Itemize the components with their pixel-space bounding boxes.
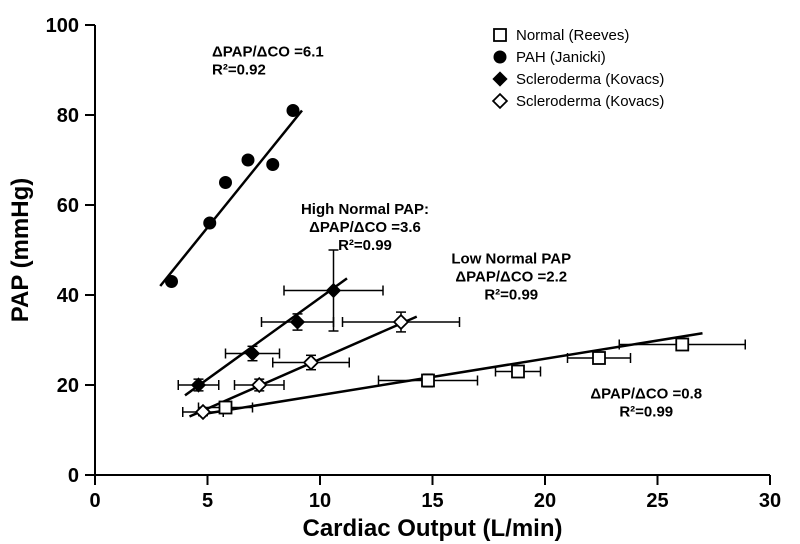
x-tick-label: 20 — [534, 490, 556, 512]
legend-marker — [493, 94, 507, 108]
point-normal_reeves — [220, 402, 232, 414]
annotation-text: ΔPAP/ΔCO =2.2 — [455, 269, 567, 286]
x-axis-label: Cardiac Output (L/min) — [303, 515, 563, 542]
legend-marker — [494, 51, 506, 63]
point-scleroderma_low — [252, 378, 266, 392]
y-tick-label: 80 — [57, 105, 79, 127]
annotation-text: ΔPAP/ΔCO =0.8 — [590, 386, 702, 403]
annotation-text: R²=0.99 — [484, 287, 538, 304]
annotation-text: ΔPAP/ΔCO =6.1 — [212, 44, 324, 61]
point-scleroderma_low — [304, 356, 318, 370]
legend-label: Normal (Reeves) — [516, 27, 629, 44]
point-normal_reeves — [422, 375, 434, 387]
legend-label: Scleroderma (Kovacs) — [516, 93, 664, 110]
x-tick-label: 10 — [309, 490, 331, 512]
point-pah_janicki — [166, 276, 178, 288]
legend-marker — [494, 29, 506, 41]
annotation-text: R²=0.99 — [619, 404, 673, 421]
fit-line-pah_janicki — [160, 111, 302, 287]
x-tick-label: 30 — [759, 490, 781, 512]
annotation-text: R²=0.92 — [212, 62, 266, 79]
point-pah_janicki — [220, 177, 232, 189]
point-normal_reeves — [512, 366, 524, 378]
pap-vs-co-chart: 0 5 10 15 20 25 30 0 20 40 60 80 100 Cardiac Output (… — [0, 0, 800, 544]
y-tick-label: 40 — [57, 285, 79, 307]
x-tick-label: 15 — [421, 490, 443, 512]
point-pah_janicki — [242, 154, 254, 166]
point-pah_janicki — [267, 159, 279, 171]
legend-marker — [493, 72, 507, 86]
annotation-text: R²=0.99 — [338, 237, 392, 254]
y-tick-label: 20 — [57, 375, 79, 397]
y-tick-label: 0 — [68, 465, 79, 487]
x-tick-label: 5 — [202, 490, 213, 512]
annotation-text: ΔPAP/ΔCO =3.6 — [309, 219, 421, 236]
y-axis-label: PAP (mmHg) — [7, 178, 34, 322]
legend-label: Scleroderma (Kovacs) — [516, 71, 664, 88]
annotation-text: High Normal PAP: — [301, 201, 429, 218]
point-pah_janicki — [204, 217, 216, 229]
point-pah_janicki — [287, 105, 299, 117]
annotation-text: Low Normal PAP — [451, 251, 571, 268]
point-normal_reeves — [593, 352, 605, 364]
x-tick-label: 0 — [89, 490, 100, 512]
legend-label: PAH (Janicki) — [516, 49, 606, 66]
y-tick-label: 60 — [57, 195, 79, 217]
y-tick-label: 100 — [46, 15, 79, 37]
fit-line-scleroderma_high — [185, 278, 347, 395]
x-tick-label: 25 — [646, 490, 668, 512]
point-normal_reeves — [676, 339, 688, 351]
